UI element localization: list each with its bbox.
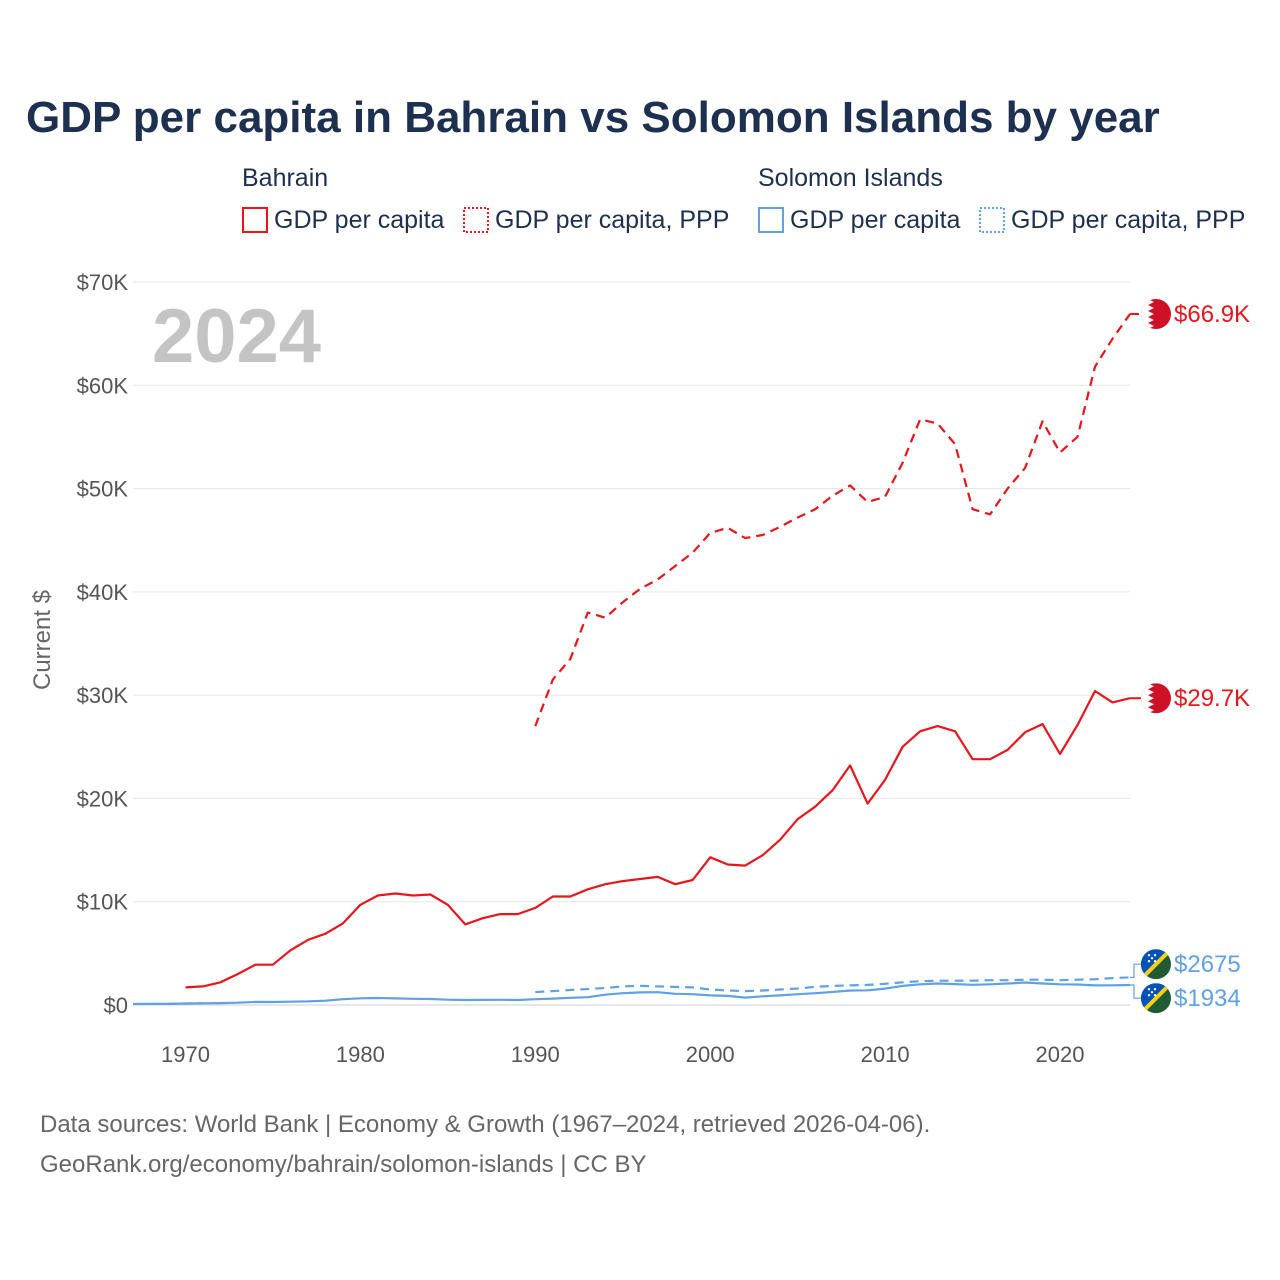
legend: Bahrain Solomon Islands GDP per capita G…: [242, 164, 1245, 234]
legend-label-solomon-ppp: GDP per capita, PPP: [1011, 206, 1245, 234]
end-value-label: $29.7K: [1174, 685, 1250, 712]
x-tick-label: 1980: [336, 1042, 385, 1067]
end-labels: $66.9K $29.7K $2675 $1934: [1130, 299, 1250, 1014]
legend-swatch-bahrain-gdp: [242, 207, 268, 233]
y-tick-label: $30K: [77, 683, 129, 708]
end-label-marker: [1130, 299, 1171, 330]
legend-label-bahrain-ppp: GDP per capita, PPP: [495, 206, 729, 234]
y-tick-label: $60K: [77, 373, 129, 398]
x-tick-label: 1970: [161, 1042, 210, 1067]
bahrain-flag-icon: [1141, 683, 1171, 714]
x-tick-label: 2010: [861, 1042, 910, 1067]
x-axis-ticks: 1970 1980 1990 2000 2010 2020: [161, 1042, 1085, 1067]
legend-group-bahrain: Bahrain: [242, 164, 328, 192]
legend-group-solomon-islands: Solomon Islands: [758, 164, 943, 192]
end-label-marker: [1130, 949, 1171, 980]
y-tick-label: $70K: [77, 270, 129, 295]
y-tick-label: $10K: [77, 890, 129, 915]
footer-link[interactable]: GeoRank.org/economy/bahrain/solomon-isla…: [40, 1151, 647, 1178]
series-line: [535, 976, 1131, 994]
x-tick-label: 1990: [511, 1042, 560, 1067]
legend-label-bahrain-gdp: GDP per capita: [274, 206, 445, 234]
legend-swatch-solomon-gdp: [758, 207, 784, 233]
label-connector: [1130, 963, 1141, 978]
end-value-label: $66.9K: [1174, 301, 1250, 328]
year-watermark: 2024: [152, 294, 321, 379]
end-label-marker: [1130, 983, 1171, 1014]
y-tick-label: $50K: [77, 477, 129, 502]
y-tick-label: $0: [104, 993, 128, 1018]
chart-title: GDP per capita in Bahrain vs Solomon Isl…: [26, 93, 1160, 142]
legend-swatch-solomon-ppp: [979, 207, 1005, 233]
series-line: [534, 313, 1131, 727]
solomon-islands-flag-icon: [1141, 949, 1171, 980]
y-axis-ticks: $0 $10K $20K $30K $40K $50K $60K $70K: [77, 270, 129, 1018]
gridlines: [133, 281, 1130, 1006]
end-value-label: $1934: [1174, 985, 1241, 1012]
y-tick-label: $20K: [77, 786, 129, 811]
end-value-label: $2675: [1174, 951, 1241, 978]
footer-sources: Data sources: World Bank | Economy & Gro…: [40, 1111, 930, 1138]
label-connector: [1130, 984, 1141, 999]
end-label-marker: [1130, 683, 1171, 714]
y-axis-label: Current $: [29, 590, 56, 690]
series-line: [185, 689, 1131, 989]
x-tick-label: 2020: [1036, 1042, 1085, 1067]
series-line: [132, 981, 1131, 1006]
y-tick-label: $40K: [77, 580, 129, 605]
series-lines: [132, 313, 1131, 1006]
bahrain-flag-icon: [1141, 299, 1171, 330]
legend-swatch-bahrain-ppp: [463, 207, 489, 233]
series-line: [167, 1002, 204, 1005]
legend-label-solomon-gdp: GDP per capita: [790, 206, 961, 234]
x-tick-label: 2000: [686, 1042, 735, 1067]
solomon-islands-flag-icon: [1141, 983, 1171, 1014]
